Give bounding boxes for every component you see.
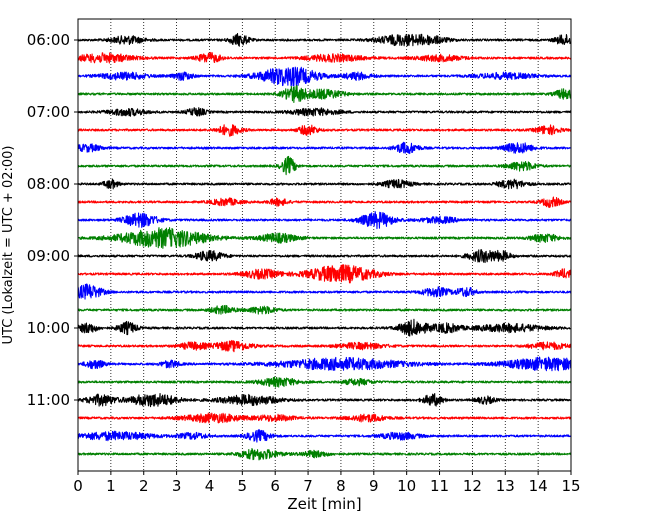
seismic-trace [77,412,572,424]
seismic-trace [77,356,572,372]
y-axis-title: UTC (Lokalzeit = UTC + 02:00) [1,146,16,345]
plot-frame [77,18,572,472]
seismic-trace [77,124,572,137]
seismic-trace [77,392,572,408]
seismic-trace [77,196,572,208]
x-tick-label: 14 [529,477,548,495]
x-tick-label: 3 [172,477,182,495]
seismic-trace [77,429,572,443]
seismic-trace [77,84,572,104]
seismic-trace [77,318,572,337]
seismic-trace [77,66,572,87]
seismic-trace [77,264,572,284]
seismic-trace [77,178,572,190]
x-tick-label: 13 [496,477,515,495]
x-tick-label: 4 [205,477,215,495]
y-tick-label: 07:00 [27,103,70,121]
y-tick-label: 11:00 [27,391,70,409]
y-tick-label: 09:00 [27,247,70,265]
x-tick-label: 12 [463,477,482,495]
y-tick-label: 10:00 [27,319,70,337]
x-tick-label: 0 [73,477,83,495]
x-tick-label: 10 [397,477,416,495]
x-tick-label: 9 [369,477,379,495]
seismic-trace [77,249,572,264]
y-tick-label: 08:00 [27,175,70,193]
x-tick-label: 2 [139,477,149,495]
seismic-trace [77,448,572,461]
seismic-trace [77,211,572,230]
x-axis: 0 1 2 3 4 5 6 7 8 9 10 11 12 13 14 15 [73,471,581,495]
y-tick-label: 06:00 [27,31,70,49]
seismic-trace [77,51,572,64]
seismic-trace [77,376,572,388]
x-tick-label: 6 [270,477,280,495]
seismic-trace [77,32,572,47]
seismic-trace [77,283,572,300]
x-tick-label: 7 [303,477,313,495]
x-tick-label: 1 [106,477,116,495]
seismic-trace [77,141,572,155]
x-tick-label: 8 [336,477,346,495]
x-tick-label: 5 [238,477,248,495]
seismic-trace [77,339,572,353]
seismic-trace [77,227,572,249]
seismic-traces [77,32,572,461]
x-tick-label: 15 [561,477,580,495]
x-tick-label: 11 [430,477,449,495]
x-axis-title: Zeit [min] [287,495,361,513]
y-axis: 06:00 07:00 08:00 09:00 10:00 11:00 [27,31,78,409]
seismic-trace [77,304,572,315]
seismic-trace [77,155,572,176]
seismic-trace [77,107,572,117]
